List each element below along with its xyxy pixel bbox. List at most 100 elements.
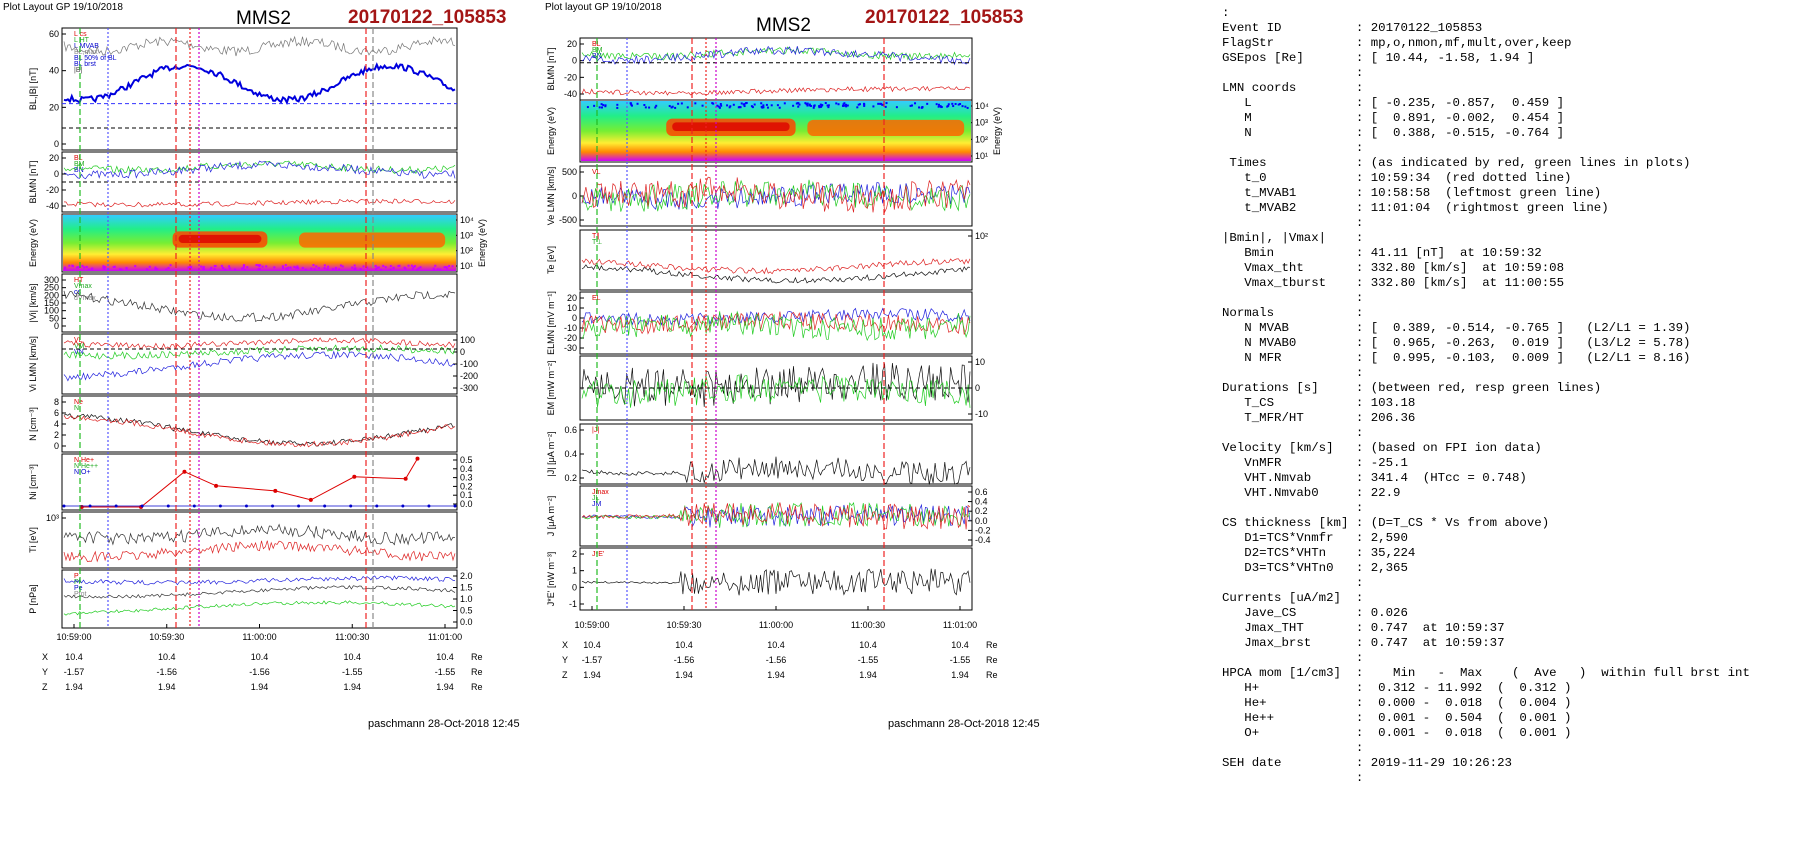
right-plot-spacecraft: MMS2 <box>756 15 811 36</box>
series-line <box>581 264 971 284</box>
info-line: Currents [uA/m2] : <box>1222 591 1364 605</box>
spectrogram-speckle <box>964 105 967 108</box>
spectrogram-speckle <box>770 104 773 107</box>
spectrogram-speckle <box>366 266 369 269</box>
spectrogram-speckle <box>804 102 807 105</box>
y-tick-label: -100 <box>460 359 478 369</box>
x-tick-label: 10:59:00 <box>56 632 91 642</box>
legend-label: Pe <box>74 585 83 592</box>
position-value: -1.55 <box>950 655 971 665</box>
legend-label: BL <box>592 41 601 48</box>
y-tick-label: 0 <box>975 383 980 393</box>
series-line <box>581 176 971 214</box>
series-line <box>63 523 456 546</box>
info-line: |Bmin|, |Vmax| : <box>1222 231 1364 245</box>
series-line <box>63 35 456 57</box>
y-tick-label: 10 <box>975 357 985 367</box>
spectrogram-speckle <box>655 104 658 107</box>
legend-label: VN <box>74 349 84 356</box>
spectrogram-speckle <box>113 265 116 268</box>
spectrogram-speckle <box>630 104 633 107</box>
spectrogram-speckle <box>87 268 90 271</box>
spectrogram-speckle <box>739 106 742 109</box>
series-line <box>581 568 971 596</box>
spectrogram-speckle <box>228 265 231 268</box>
spectrogram-speckle <box>134 265 137 268</box>
spectrogram-speckle <box>257 268 260 271</box>
spectrogram-speckle <box>701 104 704 107</box>
spectrogram-speckle <box>880 102 883 105</box>
y-axis-label: ELMN [mV m⁻¹] <box>546 291 556 355</box>
panel-frame <box>579 423 973 485</box>
position-value: -1.56 <box>766 655 787 665</box>
spectrogram-speckle <box>81 264 84 267</box>
spectrogram-speckle <box>432 268 435 271</box>
spectrogram-speckle <box>760 102 763 105</box>
y-tick-label: 250 <box>44 283 59 293</box>
spectrogram-speckle <box>223 268 226 271</box>
spectrogram-speckle <box>413 265 416 268</box>
spectrogram-speckle <box>374 264 377 267</box>
spectrogram-speckle <box>776 104 779 107</box>
x-tick-label: 11:00:30 <box>851 620 885 630</box>
info-line: : <box>1355 366 1364 380</box>
spectrogram-speckle <box>808 103 811 106</box>
position-unit: Re <box>986 655 998 665</box>
info-line: He+ : 0.000 - 0.018 ( 0.004 ) <box>1244 696 1572 710</box>
spectrogram-speckle <box>91 267 94 270</box>
y-tick-label: 20 <box>49 102 59 112</box>
y-tick-label: 0.4 <box>564 449 577 459</box>
info-line: Velocity [km/s] : (based on FPI ion data… <box>1222 441 1542 455</box>
spectrogram-speckle <box>827 106 830 109</box>
spectrogram-speckle <box>445 266 448 269</box>
y-tick-label: 1.5 <box>460 583 473 593</box>
spectrogram-speckle <box>410 264 413 267</box>
position-value: 10.4 <box>251 652 269 662</box>
spectrogram-speckle <box>448 265 451 268</box>
spectrogram-speckle <box>761 106 764 109</box>
legend-label: BL 50% of BL <box>74 55 117 62</box>
position-value: -1.55 <box>858 655 879 665</box>
spectrogram-speckle <box>818 106 821 109</box>
spectrogram-speckle <box>436 268 439 271</box>
spectrogram-speckle <box>167 266 170 269</box>
info-line: D1=TCS*Vnmfr : 2,590 <box>1244 531 1408 545</box>
y-tick-label: 2 <box>54 430 59 440</box>
spectrogram-speckle <box>326 268 329 271</box>
spectrogram-speckle <box>765 103 768 106</box>
position-value: 1.94 <box>675 670 693 680</box>
info-line: Jave_CS : 0.026 <box>1244 606 1408 620</box>
legend-label: |J| <box>592 427 599 434</box>
spectrogram-speckle <box>957 103 960 106</box>
position-value: 10.4 <box>158 652 176 662</box>
spectrogram-speckle <box>806 104 809 107</box>
spectrogram-speckle <box>375 267 378 270</box>
spectrogram-speckle <box>841 104 844 107</box>
spectrogram-speckle <box>947 104 950 107</box>
spectrogram-speckle <box>304 268 307 271</box>
spectrogram-speckle <box>616 103 619 106</box>
panel-undefined: Ti [eV] 10³ <box>28 511 458 569</box>
position-label: Y <box>562 655 568 665</box>
spectrogram-speckle <box>255 264 258 267</box>
panel-frame <box>61 213 458 273</box>
spectrogram-speckle <box>258 265 261 268</box>
position-value: 10.4 <box>951 640 969 650</box>
spectrogram-speckle <box>753 103 756 106</box>
spectrogram-speckle <box>966 106 969 109</box>
spectrogram-speckle <box>214 265 217 268</box>
position-value: 10.4 <box>583 640 601 650</box>
spectrogram-speckle <box>434 264 437 267</box>
spectrogram-speckle <box>77 266 80 269</box>
position-value: 1.94 <box>251 682 269 692</box>
panel-frame <box>579 229 973 291</box>
left-plot-spacecraft: MMS2 <box>236 8 291 29</box>
spectrogram-speckle <box>719 103 722 106</box>
series-line <box>63 415 456 448</box>
series-line <box>581 85 971 96</box>
legend-label: Ptot <box>74 591 87 598</box>
info-line: Vmax_tburst : 332.80 [km/s] at 11:00:55 <box>1244 276 1565 290</box>
spectrogram-speckle <box>351 266 354 269</box>
